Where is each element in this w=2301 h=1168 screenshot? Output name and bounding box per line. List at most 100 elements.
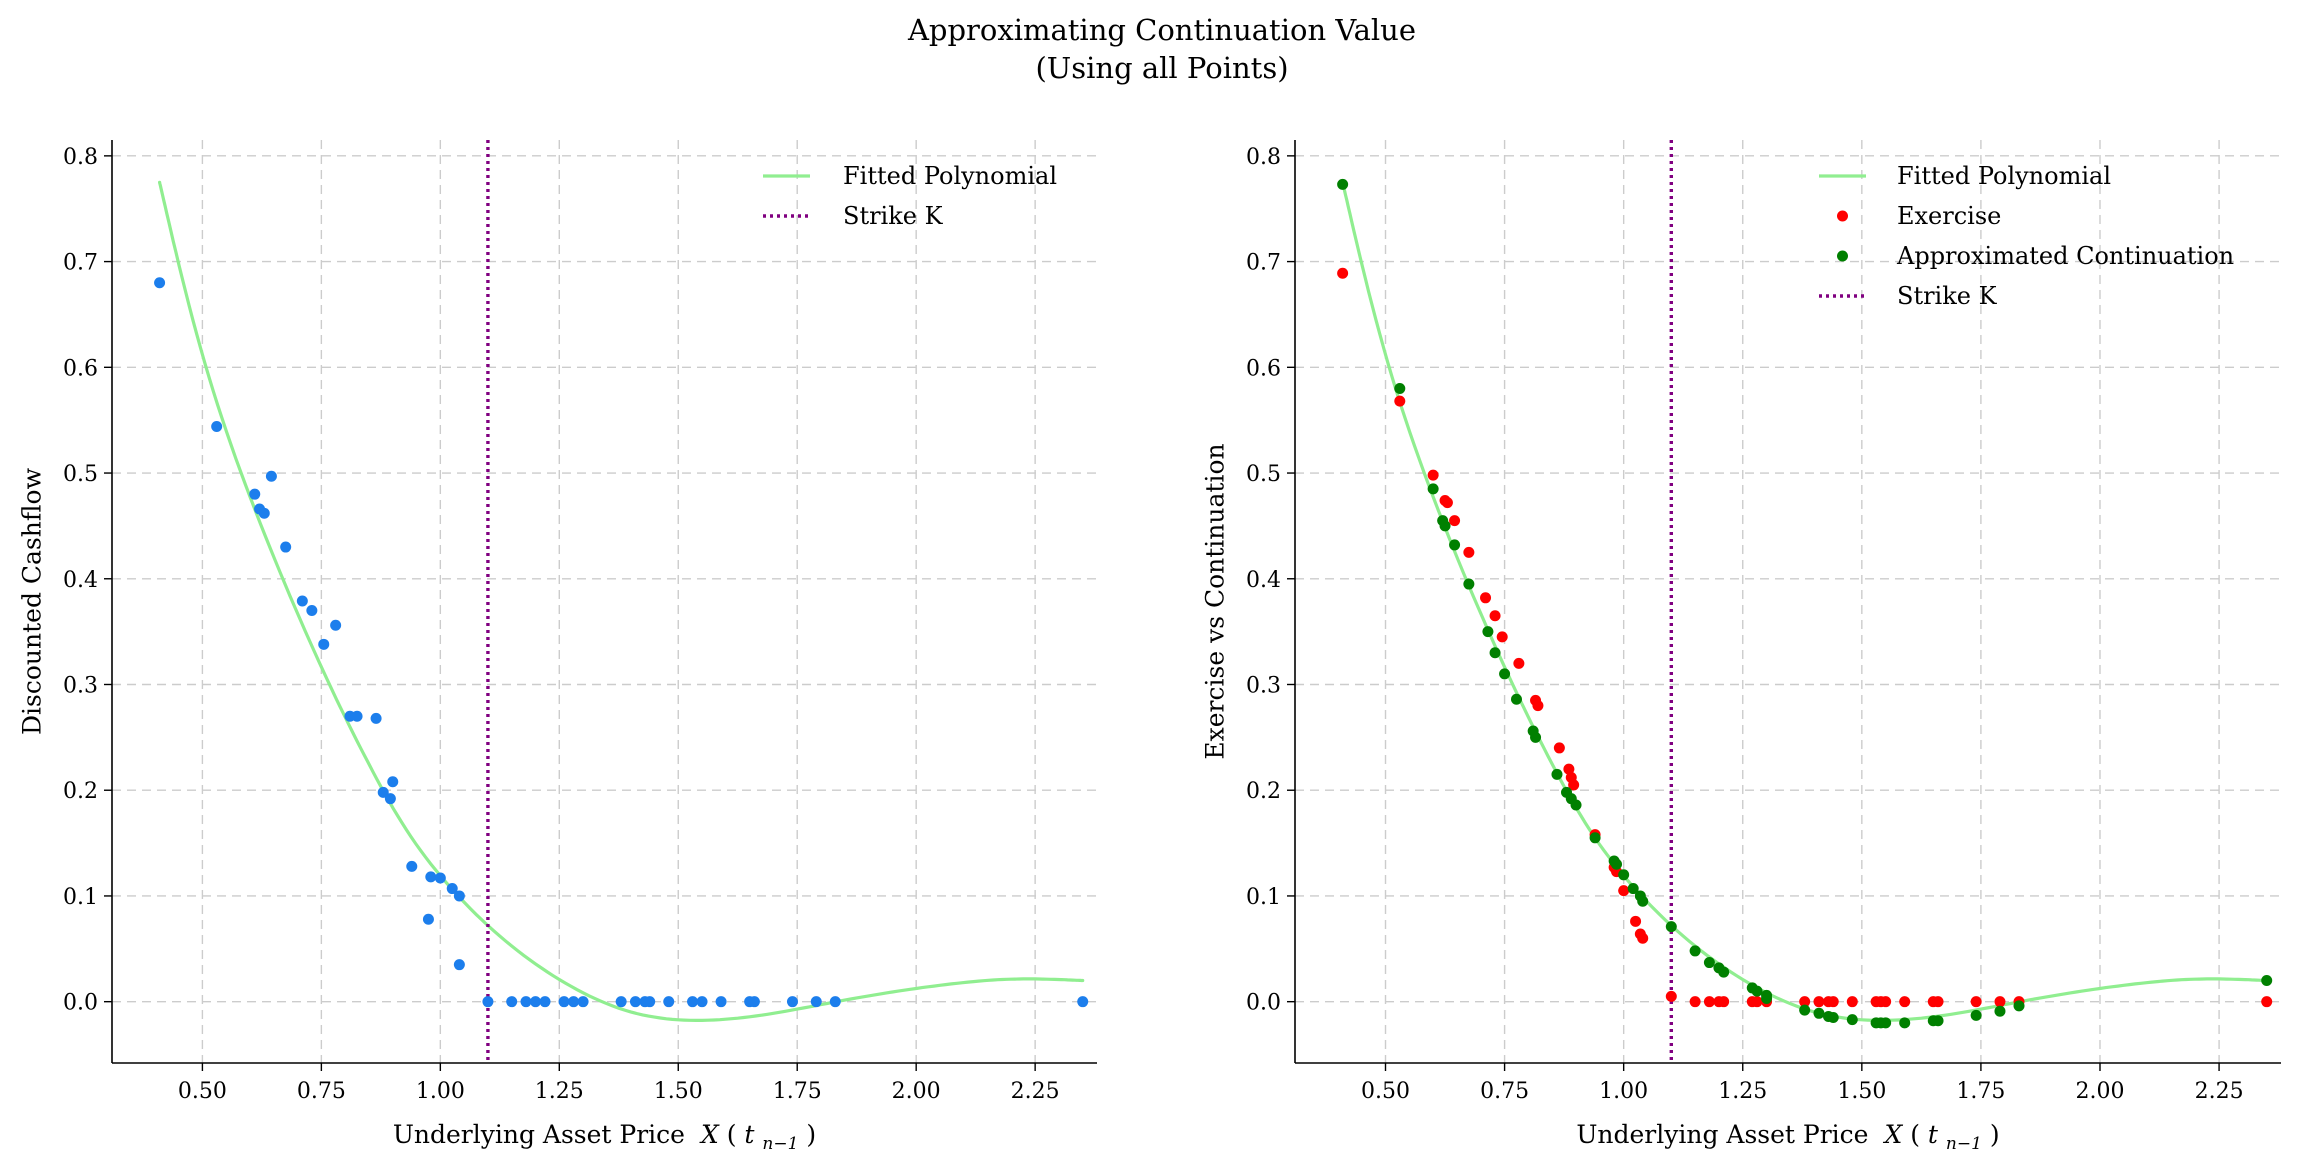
left-chart-legend-label-1: Strike K	[843, 202, 944, 230]
left-chart-x-axis-label-open: (	[727, 1120, 737, 1149]
right-chart-x-axis-label-sym: t	[1928, 1120, 1939, 1149]
left-chart-point-s0-21	[446, 883, 458, 895]
left-chart-x-tick-label-6: 2.00	[892, 1079, 941, 1104]
right-chart-point-s0-21	[1630, 915, 1642, 927]
left-chart-x-axis-label-text: Underlying Asset Price	[393, 1120, 685, 1149]
right-chart-point-s0-12	[1532, 700, 1544, 712]
left-chart-point-s0-5	[265, 470, 277, 482]
right-chart-legend: Fitted Polynomial Exercise Approximated Co…	[1819, 162, 2234, 310]
right-chart-y-tick-label-8: 0.8	[1246, 145, 1281, 170]
right-chart-legend-label-2: Approximated Continuation	[1896, 242, 2234, 270]
left-chart-point-s0-16	[387, 776, 399, 788]
left-chart-point-s0-19	[425, 871, 437, 883]
left-chart-point-s0-22	[453, 890, 465, 902]
left-chart-point-s0-25	[506, 996, 518, 1008]
left-chart-y-ticks: 0.0 0.1 0.2 0.3 0.4 0.5 0.6 0.7 0.8	[63, 145, 112, 1016]
right-chart-point-s1-2	[1427, 483, 1439, 495]
right-chart-point-s1-0	[1337, 178, 1349, 190]
right-chart-x-tick-label-4: 1.50	[1837, 1079, 1886, 1104]
right-chart-point-s0-30	[1751, 996, 1763, 1008]
left-chart-point-s0-35	[644, 996, 656, 1008]
right-chart-point-s0-20	[1618, 885, 1630, 897]
right-chart-point-s1-8	[1489, 647, 1501, 659]
left-chart-x-tick-label-3: 1.25	[535, 1079, 584, 1104]
right-chart-fitted-polynomial-line	[1341, 180, 2269, 1022]
right-chart-point-s0-40	[1899, 996, 1911, 1008]
right-chart-legend-label-3: Strike K	[1897, 282, 1998, 310]
right-chart-point-s0-46	[2261, 996, 2273, 1008]
right-chart-point-s0-36	[1846, 996, 1858, 1008]
right-chart-point-s1-24	[1665, 921, 1677, 933]
right-chart-fitted-curve	[1341, 180, 2269, 1022]
left-chart-y-axis-label: Discounted Cashflow	[18, 467, 47, 735]
left-chart-point-s0-38	[696, 996, 708, 1008]
right-chart-point-s0-28	[1718, 996, 1730, 1008]
left-chart-point-s0-32	[615, 996, 627, 1008]
left-chart-y-tick-label-4: 0.4	[63, 568, 98, 593]
left-chart-x-axis-label-close: )	[806, 1120, 816, 1149]
left-chart-legend-label-0: Fitted Polynomial	[843, 162, 1057, 190]
left-chart-point-s0-36	[663, 996, 675, 1008]
right-chart-point-s1-45	[1994, 1005, 2006, 1017]
right-chart: 0.50 0.75 1.00 1.25 1.50 1.75 2.00 2.25 0.00.10…	[1201, 140, 2281, 1155]
left-chart-point-s0-10	[330, 619, 342, 631]
right-chart-y-tick-label-1: 0.1	[1246, 885, 1281, 910]
right-chart-point-s0-8	[1489, 610, 1501, 622]
right-chart-point-s0-7	[1480, 592, 1492, 604]
right-chart-point-s1-19	[1611, 858, 1623, 870]
right-chart-point-s0-6	[1463, 546, 1475, 558]
right-chart-y-tick-label-7: 0.7	[1246, 251, 1281, 276]
left-chart-point-s0-44	[829, 996, 841, 1008]
right-chart-point-s0-5	[1449, 515, 1461, 527]
right-chart-point-s1-23	[1637, 895, 1649, 907]
right-chart-point-s1-30	[1751, 985, 1763, 997]
right-chart-point-s1-17	[1589, 832, 1601, 844]
right-chart-x-tick-label-7: 2.25	[2195, 1079, 2244, 1104]
right-chart-point-s1-21	[1627, 883, 1639, 895]
left-chart-y-tick-label-0: 0.0	[63, 991, 98, 1016]
right-chart-point-s0-39	[1880, 996, 1892, 1008]
right-chart-point-s1-33	[1799, 1004, 1811, 1016]
left-chart-point-s0-31	[577, 996, 589, 1008]
right-chart-legend-swatch-2	[1837, 250, 1848, 262]
right-chart-points	[1337, 178, 2273, 1029]
left-chart-point-s0-45	[1077, 996, 1089, 1008]
left-chart-point-s0-20	[434, 872, 446, 884]
right-chart-point-s1-7	[1482, 626, 1494, 638]
right-chart-point-s1-28	[1718, 966, 1730, 978]
right-chart-x-axis-label-var: X	[1882, 1120, 1903, 1149]
left-chart-x-ticks: 0.50 0.75 1.00 1.25 1.50 1.75 2.00 2.25	[178, 1063, 1060, 1104]
right-chart-y-ticks: 0.0 0.1 0.2 0.3 0.4 0.5 0.6 0.7 0.8	[1246, 145, 1295, 1016]
right-chart-y-tick-label-5: 0.5	[1246, 462, 1281, 487]
right-chart-point-s0-4	[1441, 497, 1453, 509]
right-chart-y-axis-label: Exercise vs Continuation	[1201, 443, 1230, 759]
left-chart-x-axis-label-sym: t	[744, 1120, 755, 1149]
right-chart-x-tick-label-2: 1.00	[1599, 1079, 1648, 1104]
right-chart-point-s1-40	[1880, 1017, 1892, 1029]
right-chart-x-tick-label-1: 0.75	[1480, 1079, 1529, 1104]
right-chart-legend-label-1: Exercise	[1897, 202, 2001, 230]
left-chart-point-s0-13	[370, 712, 382, 724]
right-chart-point-s1-1	[1394, 382, 1406, 394]
right-chart-point-s1-47	[2261, 975, 2273, 987]
left-chart-point-s0-17	[406, 860, 418, 872]
left-chart-point-s0-18	[422, 913, 434, 925]
right-chart-point-s0-44	[1994, 996, 2006, 1008]
right-chart-point-s0-35	[1827, 996, 1839, 1008]
left-chart-y-tick-label-6: 0.6	[63, 356, 98, 381]
left-chart-point-s0-39	[715, 996, 727, 1008]
right-chart-x-tick-label-6: 2.00	[2076, 1079, 2125, 1104]
left-chart-y-tick-label-5: 0.5	[63, 462, 98, 487]
left-chart-point-s0-2	[249, 488, 261, 500]
left-chart-point-s0-9	[318, 638, 330, 650]
left-chart-y-tick-label-3: 0.3	[63, 673, 98, 698]
left-chart-fitted-polynomial-line	[158, 180, 1085, 1022]
left-chart-grid	[112, 140, 1097, 1063]
right-chart-point-s1-16	[1570, 799, 1582, 811]
left-chart-point-s0-37	[687, 996, 699, 1008]
right-chart-x-axis-label: Underlying Asset Price X ( t n−1 )	[1576, 1120, 1999, 1155]
left-chart-y-tick-label-2: 0.2	[63, 779, 98, 804]
right-chart-point-s1-5	[1449, 539, 1461, 551]
right-chart-point-s1-6	[1463, 578, 1475, 590]
